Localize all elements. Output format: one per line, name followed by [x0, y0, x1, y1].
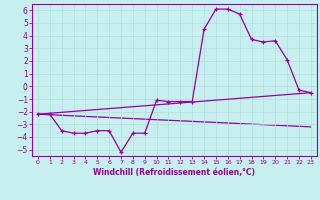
X-axis label: Windchill (Refroidissement éolien,°C): Windchill (Refroidissement éolien,°C) — [93, 168, 255, 177]
